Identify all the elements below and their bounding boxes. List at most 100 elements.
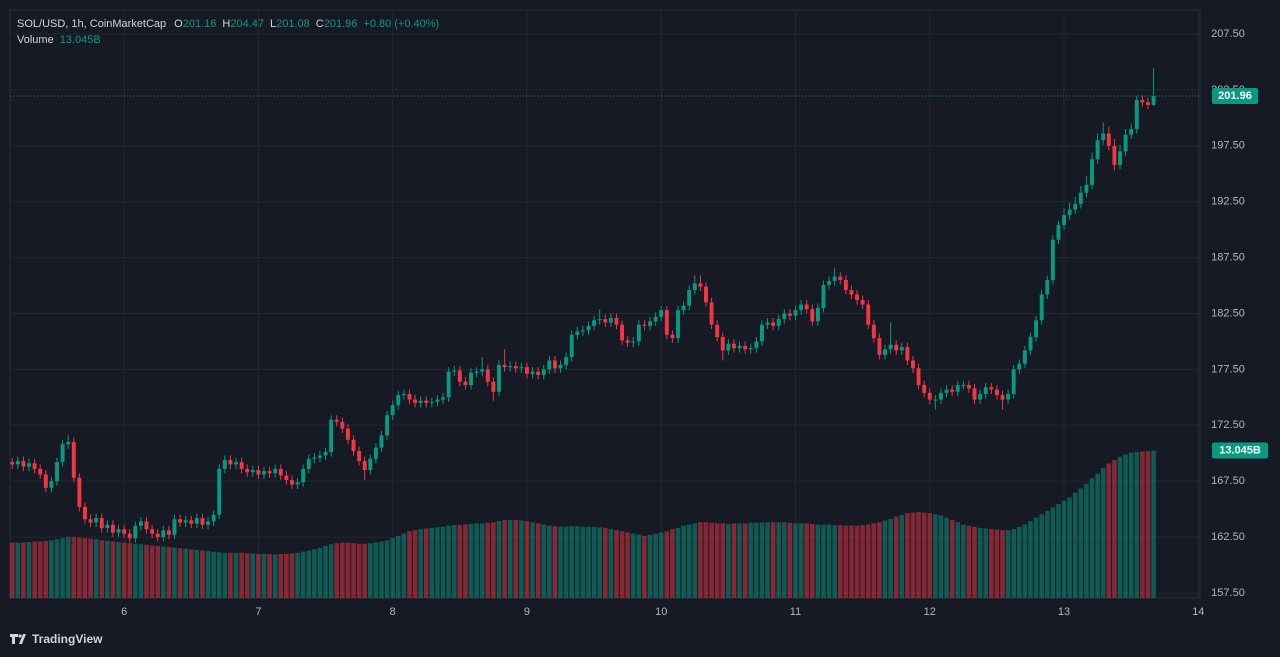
volume-bar <box>127 543 133 598</box>
volume-bar <box>563 526 569 598</box>
candle-body <box>782 313 787 320</box>
volume-bar <box>435 527 440 598</box>
volume-bar <box>384 540 390 598</box>
candle-body <box>922 385 927 393</box>
volume-bar <box>1123 454 1128 598</box>
volume-bar <box>37 541 43 598</box>
candle-body <box>284 475 289 481</box>
candle-body <box>150 529 155 534</box>
volume-bar <box>642 535 647 598</box>
volume-bar <box>49 540 54 598</box>
candle-body <box>497 364 501 392</box>
volume-bar <box>519 520 524 598</box>
y-tick-label: 192.50 <box>1211 196 1245 208</box>
y-tick-label: 172.50 <box>1211 419 1245 431</box>
candle-body <box>127 533 132 539</box>
volume-bar <box>1011 529 1016 598</box>
volume-bar <box>1106 463 1112 598</box>
volume-bar <box>692 523 698 598</box>
volume-bar <box>451 525 457 598</box>
candle-body <box>1050 239 1055 280</box>
candle-body <box>972 388 977 400</box>
candle-body <box>1017 363 1022 370</box>
last-price-label: 201.96 <box>1218 90 1252 102</box>
candle-body <box>883 349 887 355</box>
volume-bar <box>670 529 675 598</box>
volume-bar <box>116 542 121 598</box>
volume-bar <box>166 547 172 598</box>
volume-bar <box>754 522 759 598</box>
volume-bar <box>194 549 200 598</box>
volume-bar <box>144 544 149 598</box>
volume-bar <box>1028 521 1033 598</box>
volume-bar <box>1078 488 1084 598</box>
volume-bar <box>597 527 602 598</box>
candle-body <box>1034 320 1039 337</box>
volume-bar <box>737 523 742 598</box>
candle-body <box>206 521 211 525</box>
candle-body <box>88 519 93 523</box>
candle-body <box>463 381 468 386</box>
candle-body <box>144 521 149 530</box>
candle-body <box>765 322 770 325</box>
volume-bar <box>32 541 37 598</box>
volume-bar <box>614 530 619 598</box>
volume-bar <box>54 539 60 598</box>
candle-body <box>966 385 971 389</box>
y-tick-label: 167.50 <box>1211 475 1245 487</box>
volume-bar <box>927 513 933 598</box>
volume-bar <box>782 522 787 598</box>
volume-bar <box>748 522 754 598</box>
volume-bar <box>82 538 88 598</box>
volume-bar <box>658 532 664 598</box>
candle-body <box>743 345 748 350</box>
volume-bar <box>524 521 530 598</box>
volume-bar <box>1112 460 1117 598</box>
candle-body <box>815 307 820 322</box>
candle-body <box>55 462 59 482</box>
volume-bar <box>1044 510 1050 598</box>
candle-body <box>49 481 54 488</box>
candle-body <box>1006 393 1011 400</box>
candle-body <box>586 325 591 331</box>
candle-body <box>670 334 675 339</box>
candle-body <box>569 334 574 358</box>
volume-bar <box>340 542 345 598</box>
candle-body <box>27 463 31 467</box>
candle-body <box>541 369 546 375</box>
candle-body <box>267 471 272 474</box>
candle-body <box>720 336 725 351</box>
candle-body <box>732 343 736 349</box>
volume-bar <box>1039 514 1044 598</box>
candle-body <box>1067 209 1072 216</box>
volume-bar <box>362 543 368 598</box>
candle-body <box>989 387 994 390</box>
candle-body <box>827 281 832 285</box>
volume-bar <box>160 546 166 598</box>
volume-bar <box>877 522 882 598</box>
volume-bar <box>703 522 709 598</box>
candle-body <box>295 482 300 485</box>
candle-body <box>1095 140 1100 160</box>
volume-bar <box>798 523 804 598</box>
volume-bar <box>77 537 82 598</box>
volume-bar <box>474 523 479 598</box>
volume-bar <box>882 520 888 598</box>
candle-body <box>821 284 826 308</box>
volume-bar <box>1117 456 1123 598</box>
candle-body <box>597 319 602 321</box>
candle-body <box>401 393 406 396</box>
candle-body <box>290 480 294 485</box>
candle-body <box>83 506 87 520</box>
volume-bar <box>496 521 502 598</box>
y-tick-label: 197.50 <box>1211 140 1245 152</box>
volume-legend-value: 13.045B <box>60 34 101 46</box>
candle-body <box>536 371 541 375</box>
candle-body <box>368 458 373 471</box>
volume-bar <box>720 523 726 598</box>
volume-bar <box>636 534 642 598</box>
volume-bar <box>138 544 144 598</box>
volume-bar <box>412 530 418 598</box>
candle-body <box>564 357 569 365</box>
